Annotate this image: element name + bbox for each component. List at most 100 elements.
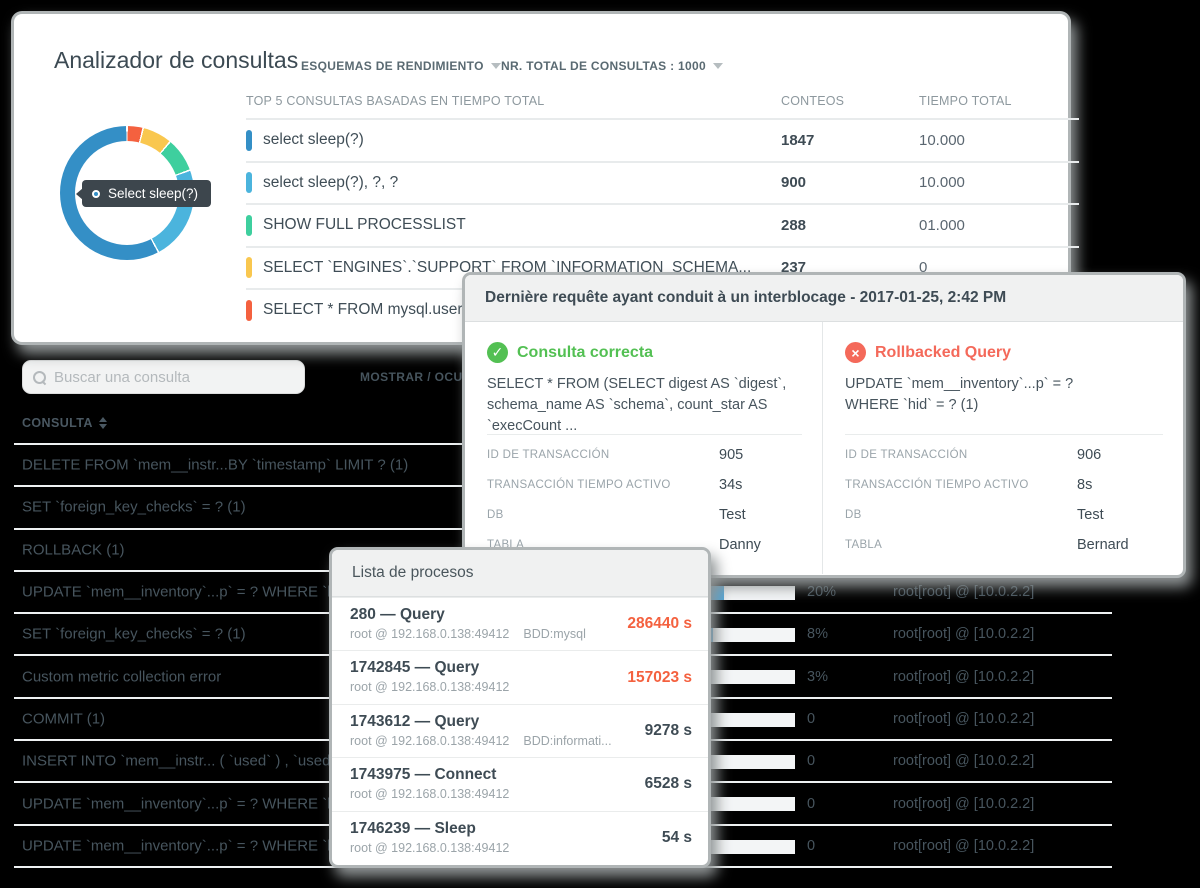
- count-value: 237: [781, 259, 807, 277]
- process-title: 280 — Query: [350, 606, 445, 623]
- tooltip-label: Select sleep(?): [108, 186, 199, 201]
- series-dot-icon: [92, 189, 100, 198]
- good-query-section: ✓ Consulta correcta SELECT * FROM (SELEC…: [465, 322, 822, 574]
- chevron-down-icon: [490, 63, 501, 69]
- divider: [822, 322, 823, 574]
- user-host: root[root] @ [10.0.2.2]: [893, 837, 1035, 854]
- process-title: 1743975 — Connect: [350, 766, 497, 784]
- user-host: root[root] @ [10.0.2.2]: [893, 753, 1035, 770]
- process-host: root @ 192.168.0.138:49412: [350, 733, 510, 748]
- field-value: Test: [1077, 507, 1104, 523]
- row-metrics: 0 root[root] @ [10.0.2.2]: [14, 741, 1112, 781]
- x-circle-icon: ×: [845, 342, 866, 363]
- process-db: BDD:mysql: [523, 627, 586, 641]
- usage-bar-fill: [706, 585, 724, 600]
- row-metrics: 20% root[root] @ [10.0.2.2]: [14, 572, 1112, 612]
- table-row[interactable]: select sleep(?), ?, ? 900 10.000: [246, 160, 1079, 204]
- count-value: 1847: [781, 131, 815, 149]
- query-text: select sleep(?), ?, ?: [263, 173, 399, 191]
- query-text: SELECT * FROM mysql.user: [263, 301, 463, 319]
- process-host: root @ 192.168.0.138:49412: [350, 840, 510, 855]
- time-value: 01.000: [919, 216, 965, 234]
- process-host: root @ 192.168.0.138:49412: [350, 627, 510, 641]
- rollbacked-query-section: × Rollbacked Query UPDATE `mem__inventor…: [823, 322, 1183, 574]
- col-count-header: CONTEOS: [781, 94, 845, 108]
- process-title: 1743612 — Query: [350, 712, 480, 730]
- row-metrics: 8% root[root] @ [10.0.2.2]: [14, 614, 1112, 654]
- field-value: 905: [719, 447, 744, 463]
- deadlock-panel-title: Dernière requête ayant conduit à un inte…: [465, 275, 1183, 322]
- user-host: root[root] @ [10.0.2.2]: [893, 668, 1035, 685]
- query-text: DELETE FROM `mem__instr...BY `timestamp`…: [22, 456, 409, 474]
- time-value: 10.000: [919, 174, 965, 192]
- query-text: SET `foreign_key_checks` = ? (1): [22, 498, 246, 516]
- total-queries-dropdown[interactable]: NR. TOTAL DE CONSULTAS : 1000: [501, 59, 723, 73]
- show-hide-columns-toggle[interactable]: MOSTRAR / OCULT: [360, 370, 478, 384]
- query-text: SHOW FULL PROCESSLIST: [263, 216, 466, 234]
- list-item[interactable]: 1742845 — Query root @ 192.168.0.138:494…: [332, 650, 708, 703]
- query-text: UPDATE `mem__inventory`...p` = ? WHERE `…: [22, 795, 401, 813]
- page-title: Analizador de consultas: [54, 47, 299, 73]
- series-marker: [246, 214, 252, 236]
- field-value: 8s: [1077, 477, 1093, 493]
- process-time: 286440 s: [627, 615, 692, 633]
- field-label: TABLA: [845, 539, 883, 551]
- process-list-title: Lista de procesos: [332, 550, 708, 597]
- series-marker: [246, 172, 252, 194]
- top5-queries-table: TOP 5 CONSULTAS BASADAS EN TIEMPO TOTAL …: [246, 84, 1079, 331]
- consulta-label: CONSULTA: [22, 416, 93, 430]
- sort-icon: [98, 417, 107, 429]
- usage-percent: 0: [807, 710, 816, 727]
- series-marker: [246, 129, 252, 151]
- process-title: 1746239 — Sleep: [350, 819, 476, 837]
- list-item[interactable]: 1746239 — Sleep root @ 192.168.0.138:494…: [332, 810, 708, 864]
- query-text: COMMIT (1): [22, 710, 106, 728]
- usage-bar: [706, 585, 795, 600]
- search-input[interactable]: [54, 368, 294, 386]
- table-header: TOP 5 CONSULTAS BASADAS EN TIEMPO TOTAL …: [246, 84, 1079, 118]
- query-text: ROLLBACK (1): [22, 541, 125, 559]
- time-value: 10.000: [919, 131, 965, 149]
- field-value: Bernard: [1077, 537, 1129, 553]
- schema-dropdown[interactable]: ESQUEMAS DE RENDIMIENTO: [301, 59, 501, 73]
- user-host: root[root] @ [10.0.2.2]: [893, 710, 1035, 727]
- table-row[interactable]: SELECT `ENGINES`.`SUPPORT` FROM `INFORMA…: [246, 245, 1079, 289]
- query-text: UPDATE `mem__inventory`...p` = ? WHERE `…: [22, 583, 401, 601]
- table-row[interactable]: select sleep(?) 1847 10.000: [246, 118, 1079, 161]
- process-time: 157023 s: [627, 668, 692, 686]
- time-value: 0: [919, 259, 928, 277]
- process-host: root @ 192.168.0.138:49412: [350, 787, 510, 802]
- process-time: 54 s: [661, 828, 692, 846]
- field-label: TABLA: [487, 539, 525, 551]
- col-time-header: TIEMPO TOTAL: [919, 94, 1012, 108]
- consulta-sort-header[interactable]: CONSULTA: [22, 416, 107, 430]
- list-item[interactable]: 1743975 — Connect root @ 192.168.0.138:4…: [332, 757, 708, 810]
- row-metrics: 0 root[root] @ [10.0.2.2]: [14, 826, 1112, 866]
- rollbacked-query-label: Rollbacked Query: [875, 343, 1012, 361]
- usage-bar: [706, 670, 795, 685]
- usage-bar: [706, 839, 795, 854]
- field-label: TRANSACCIÓN TIEMPO ACTIVO: [845, 479, 1029, 491]
- usage-bar: [706, 755, 795, 770]
- usage-percent: 8%: [807, 626, 828, 643]
- query-text: SELECT `ENGINES`.`SUPPORT` FROM `INFORMA…: [263, 258, 752, 276]
- schema-dropdown-label: ESQUEMAS DE RENDIMIENTO: [301, 59, 484, 73]
- list-item[interactable]: 280 — Query root @ 192.168.0.138:49412 BD…: [332, 597, 708, 650]
- table-row[interactable]: SHOW FULL PROCESSLIST 288 01.000: [246, 203, 1079, 246]
- deadlock-panel-body: ✓ Consulta correcta SELECT * FROM (SELEC…: [465, 322, 1183, 574]
- query-text: Custom metric collection error: [22, 668, 222, 686]
- rollbacked-query-sql: UPDATE `mem__inventory`...p` = ? WHERE `…: [845, 376, 1074, 413]
- usage-bar: [706, 712, 795, 727]
- series-marker: [246, 299, 252, 321]
- field-value: 906: [1077, 447, 1102, 463]
- usage-bar: [706, 628, 795, 643]
- process-db: BDD:informati...: [523, 733, 612, 748]
- process-time: 6528 s: [644, 775, 692, 793]
- list-item[interactable]: 1743612 — Query root @ 192.168.0.138:494…: [332, 703, 708, 757]
- search-query-box[interactable]: [22, 360, 305, 394]
- count-value: 900: [781, 174, 807, 192]
- table-row[interactable]: Custom metric collection error 3% root[r…: [14, 654, 1112, 696]
- usage-percent: 20%: [807, 584, 837, 601]
- series-marker: [246, 257, 252, 279]
